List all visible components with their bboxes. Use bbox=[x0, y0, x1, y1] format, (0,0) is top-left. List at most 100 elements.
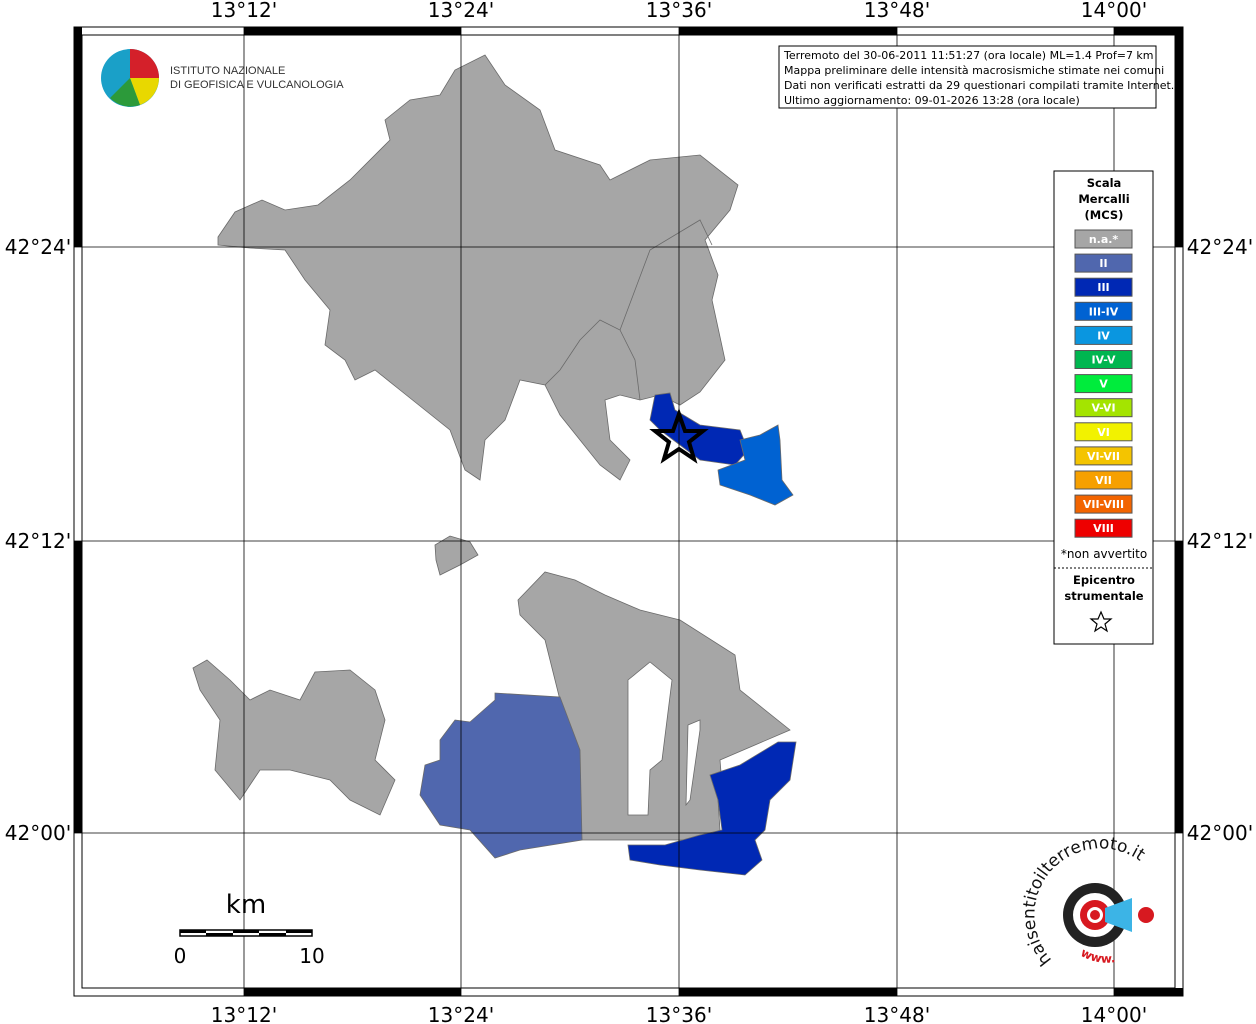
legend-swatch bbox=[1074, 253, 1133, 273]
frame-band bbox=[679, 27, 897, 35]
frame-outer bbox=[73, 26, 1184, 997]
frame-band bbox=[1175, 541, 1183, 833]
info-line: Terremoto del 30-06-2011 11:51:27 (ora l… bbox=[783, 49, 1154, 62]
lon-label: 14°00' bbox=[1081, 0, 1147, 22]
logo-segment bbox=[110, 78, 140, 107]
lon-label: 13°24' bbox=[428, 0, 494, 22]
map-frame: 13°12' 13°12' 13°24' 13°24' 13°36' 13°36' 13°4… bbox=[5, 0, 1253, 1024]
municipality bbox=[717, 424, 794, 506]
scale-bar: km 0 10 bbox=[174, 890, 325, 968]
legend-label: VII-VIII bbox=[1083, 498, 1124, 511]
scale-label: 0 bbox=[174, 944, 187, 968]
legend-title: Mercalli bbox=[1078, 192, 1129, 206]
legend-swatch bbox=[1074, 470, 1133, 490]
legend-epicenter-title: strumentale bbox=[1064, 589, 1143, 603]
legend-title: Scala bbox=[1087, 176, 1122, 190]
legend-swatch bbox=[1074, 229, 1133, 249]
lat-label: 42°00' bbox=[1187, 821, 1253, 845]
legend-swatch bbox=[1074, 518, 1133, 538]
legend-label: VIII bbox=[1093, 522, 1114, 535]
frame-band bbox=[1114, 988, 1183, 996]
scale-bar-segment bbox=[233, 930, 259, 933]
info-box: Terremoto del 30-06-2011 11:51:27 (ora l… bbox=[778, 45, 1174, 109]
municipality bbox=[434, 535, 479, 576]
frame-band bbox=[1175, 27, 1183, 247]
scale-unit: km bbox=[226, 890, 266, 920]
epicenter-star bbox=[649, 407, 709, 464]
legend-label: III-IV bbox=[1089, 305, 1119, 318]
legend-swatch bbox=[1074, 398, 1133, 418]
legend-swatch bbox=[1074, 350, 1133, 369]
lon-label: 13°48' bbox=[864, 1003, 930, 1024]
municipality bbox=[419, 692, 583, 859]
legend-label: VI bbox=[1097, 426, 1110, 439]
lat-label: 42°12' bbox=[5, 529, 71, 553]
logo-question bbox=[1138, 907, 1154, 923]
lon-label: 14°00' bbox=[1081, 1003, 1147, 1024]
lat-label: 42°24' bbox=[5, 235, 71, 259]
frame-band bbox=[679, 988, 897, 996]
legend-note: *non avvertito bbox=[1061, 547, 1147, 561]
legend-label: VI-VII bbox=[1087, 450, 1120, 463]
lon-label: 13°12' bbox=[211, 1003, 277, 1024]
lon-label: 13°36' bbox=[646, 1003, 712, 1024]
lon-label: 13°12' bbox=[211, 0, 277, 22]
legend-label: IV bbox=[1097, 329, 1110, 342]
legend-swatch bbox=[1074, 422, 1133, 442]
scale-bar-segment bbox=[286, 930, 312, 933]
scale-bar-segment bbox=[259, 933, 286, 936]
legend-label: III bbox=[1097, 281, 1109, 294]
logo-text: DI GEOFISICA E VULCANOLOGIA bbox=[170, 79, 344, 91]
ingv-logo: ISTITUTO NAZIONALE DI GEOFISICA E VULCAN… bbox=[101, 49, 344, 107]
municipality bbox=[192, 659, 396, 816]
legend-swatch bbox=[1074, 301, 1133, 321]
legend-star bbox=[1089, 610, 1113, 633]
lat-label: 42°12' bbox=[1187, 529, 1253, 553]
legend-label: IV-V bbox=[1091, 354, 1116, 367]
legend-label: VII bbox=[1095, 474, 1112, 487]
info-line: Dati non verificati estratti da 29 quest… bbox=[784, 79, 1174, 92]
legend-title: (MCS) bbox=[1085, 208, 1124, 222]
frame-inner bbox=[81, 34, 1176, 989]
unsurveyed-area bbox=[627, 661, 673, 816]
legend-label: V-VI bbox=[1091, 402, 1115, 415]
lon-label: 13°48' bbox=[864, 0, 930, 22]
lat-label: 42°24' bbox=[1187, 235, 1253, 259]
lon-label: 13°24' bbox=[428, 1003, 494, 1024]
legend-label: V bbox=[1099, 378, 1108, 391]
legend-label: II bbox=[1099, 257, 1107, 270]
legend-swatch bbox=[1074, 374, 1133, 394]
legend-swatch bbox=[1074, 494, 1133, 514]
info-box-border bbox=[778, 45, 1157, 109]
logo-segment bbox=[130, 49, 159, 78]
scale-label: 10 bbox=[299, 944, 324, 968]
unsurveyed-area bbox=[685, 719, 701, 807]
frame-band bbox=[74, 541, 82, 833]
legend-swatch bbox=[1074, 446, 1133, 466]
logo-segment bbox=[130, 78, 159, 105]
logo-speaker bbox=[1105, 898, 1132, 932]
legend-label: n.a.* bbox=[1089, 233, 1119, 246]
scale-bar-segment bbox=[180, 930, 206, 933]
boundary bbox=[544, 319, 641, 401]
logo-ring bbox=[1090, 910, 1100, 920]
legend: Scala Mercalli (MCS) *non avvertito Epic… bbox=[1053, 170, 1154, 645]
frame-band bbox=[244, 27, 461, 35]
frame-band bbox=[244, 988, 461, 996]
frame-band bbox=[74, 27, 82, 247]
boundary bbox=[619, 219, 713, 331]
frame-band bbox=[1114, 27, 1183, 35]
legend-epicenter-title: Epicentro bbox=[1073, 573, 1135, 587]
scale-bar-segment bbox=[206, 933, 233, 936]
municipalities bbox=[192, 54, 797, 876]
legend-swatch bbox=[1074, 277, 1133, 297]
lat-label: 42°00' bbox=[5, 821, 71, 845]
legend-swatch bbox=[1074, 325, 1133, 345]
lon-label: 13°36' bbox=[646, 0, 712, 22]
info-line: Mappa preliminare delle intensità macros… bbox=[784, 64, 1164, 77]
graticule bbox=[74, 27, 1183, 996]
info-line: Ultimo aggiornamento: 09-01-2026 13:28 (… bbox=[784, 94, 1080, 107]
logo-text: ISTITUTO NAZIONALE bbox=[170, 65, 285, 77]
municipality bbox=[627, 741, 797, 876]
